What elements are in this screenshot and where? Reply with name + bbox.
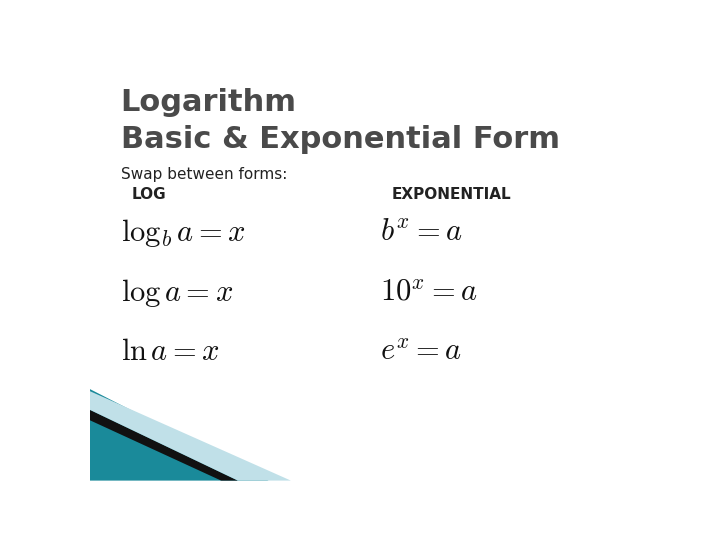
Text: LOG: LOG <box>132 187 166 202</box>
Text: Logarithm: Logarithm <box>121 87 297 117</box>
Text: EXPONENTIAL: EXPONENTIAL <box>392 187 511 202</box>
Text: Basic & Exponential Form: Basic & Exponential Form <box>121 125 559 154</box>
Text: $\log a = x$: $\log a = x$ <box>121 277 233 309</box>
Text: $b^{x} = a$: $b^{x} = a$ <box>380 217 463 246</box>
Text: Swap between forms:: Swap between forms: <box>121 167 287 181</box>
Polygon shape <box>90 391 291 481</box>
Text: $e^{x} = a$: $e^{x} = a$ <box>380 337 462 366</box>
Text: $\ln a = x$: $\ln a = x$ <box>121 337 220 366</box>
Polygon shape <box>90 389 269 481</box>
Text: $10^{x} = a$: $10^{x} = a$ <box>380 277 478 306</box>
Polygon shape <box>90 410 238 481</box>
Text: $\log_{b} a = x$: $\log_{b} a = x$ <box>121 217 246 248</box>
